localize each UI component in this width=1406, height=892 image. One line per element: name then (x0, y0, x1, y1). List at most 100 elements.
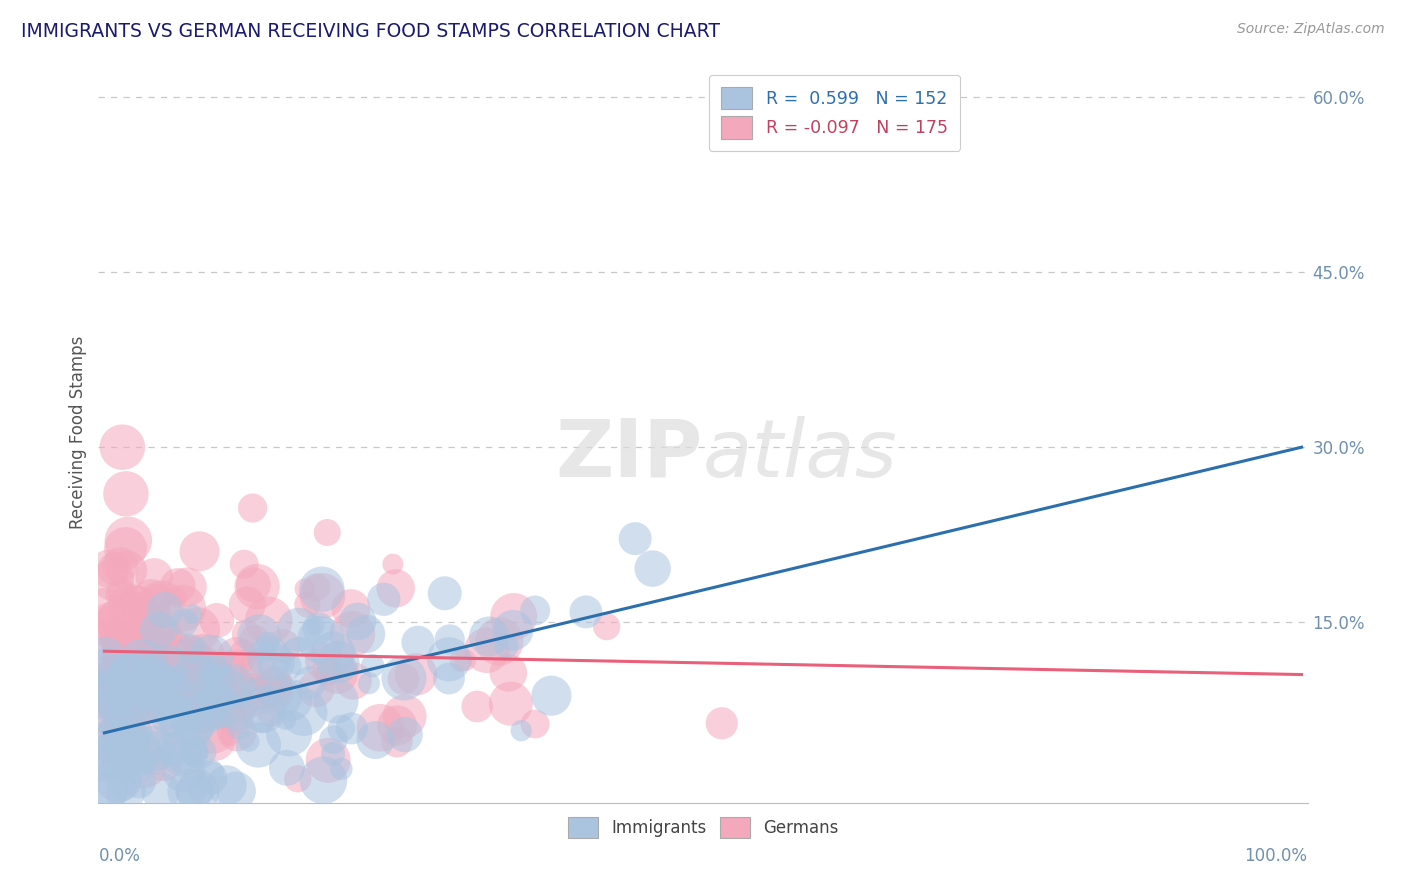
Point (191, 657, 214, 672)
Point (242, 688, 264, 702)
Point (122, 756, 145, 770)
Point (98, 659, 121, 673)
Point (100, 737, 122, 751)
Point (596, 619, 619, 633)
Point (276, 761, 298, 775)
Point (111, 644, 134, 658)
Point (229, 665, 252, 680)
Point (311, 582, 333, 597)
Point (104, 686, 127, 700)
Point (160, 689, 183, 703)
Point (183, 744, 205, 758)
Point (141, 592, 163, 607)
Point (166, 579, 188, 593)
Point (193, 683, 215, 698)
Point (103, 562, 125, 576)
Point (250, 713, 273, 727)
Point (117, 649, 139, 664)
Point (330, 722, 353, 736)
Point (252, 702, 274, 716)
Point (247, 629, 270, 643)
Point (132, 717, 155, 731)
Point (115, 632, 138, 646)
Point (127, 598, 149, 612)
Point (297, 598, 319, 612)
Point (200, 690, 222, 705)
Point (200, 649, 222, 664)
Point (111, 440, 134, 454)
Point (197, 705, 219, 719)
Point (200, 765, 222, 780)
Point (101, 625, 124, 640)
Point (177, 679, 200, 693)
Point (94, 690, 117, 704)
Point (247, 687, 270, 701)
Point (104, 733, 127, 747)
Point (710, 716, 733, 731)
Point (132, 596, 155, 610)
Point (122, 686, 145, 700)
Point (263, 681, 285, 695)
Point (146, 698, 169, 713)
Point (121, 601, 143, 615)
Point (405, 667, 427, 681)
Point (172, 763, 194, 777)
Point (124, 656, 146, 670)
Point (271, 639, 294, 653)
Point (212, 692, 235, 706)
Text: IMMIGRANTS VS GERMAN RECEIVING FOOD STAMPS CORRELATION CHART: IMMIGRANTS VS GERMAN RECEIVING FOOD STAM… (21, 22, 720, 41)
Point (322, 646, 344, 660)
Point (235, 627, 257, 641)
Point (138, 690, 160, 704)
Point (176, 580, 198, 594)
Point (148, 623, 170, 637)
Point (201, 724, 224, 739)
Point (139, 746, 162, 760)
Point (104, 757, 127, 772)
Point (156, 681, 179, 696)
Point (97, 784, 120, 798)
Point (115, 564, 138, 578)
Point (437, 672, 460, 686)
Point (98, 784, 121, 798)
Point (304, 618, 326, 632)
Point (139, 675, 162, 690)
Point (394, 728, 416, 742)
Point (101, 749, 124, 764)
Point (333, 659, 356, 673)
Point (143, 570, 166, 584)
Point (450, 654, 472, 668)
Point (153, 627, 176, 641)
Point (149, 646, 172, 660)
Point (322, 747, 344, 761)
Point (204, 734, 226, 748)
Point (127, 732, 149, 747)
Point (120, 679, 142, 693)
Point (193, 679, 215, 693)
Point (177, 715, 200, 730)
Point (146, 693, 169, 707)
Point (170, 682, 193, 697)
Point (132, 632, 155, 647)
Point (225, 706, 247, 720)
Point (120, 725, 142, 739)
Point (232, 646, 254, 660)
Point (97, 751, 120, 765)
Point (111, 679, 134, 693)
Point (162, 741, 184, 756)
Point (342, 673, 364, 688)
Point (112, 664, 135, 678)
Point (287, 648, 309, 663)
Point (433, 586, 456, 600)
Point (103, 681, 125, 695)
Point (139, 698, 162, 713)
Point (124, 637, 146, 651)
Point (264, 686, 287, 700)
Point (128, 774, 150, 789)
Point (124, 663, 146, 677)
Point (166, 728, 188, 742)
Point (186, 719, 208, 733)
Point (357, 676, 380, 690)
Point (103, 681, 125, 695)
Point (188, 544, 211, 558)
